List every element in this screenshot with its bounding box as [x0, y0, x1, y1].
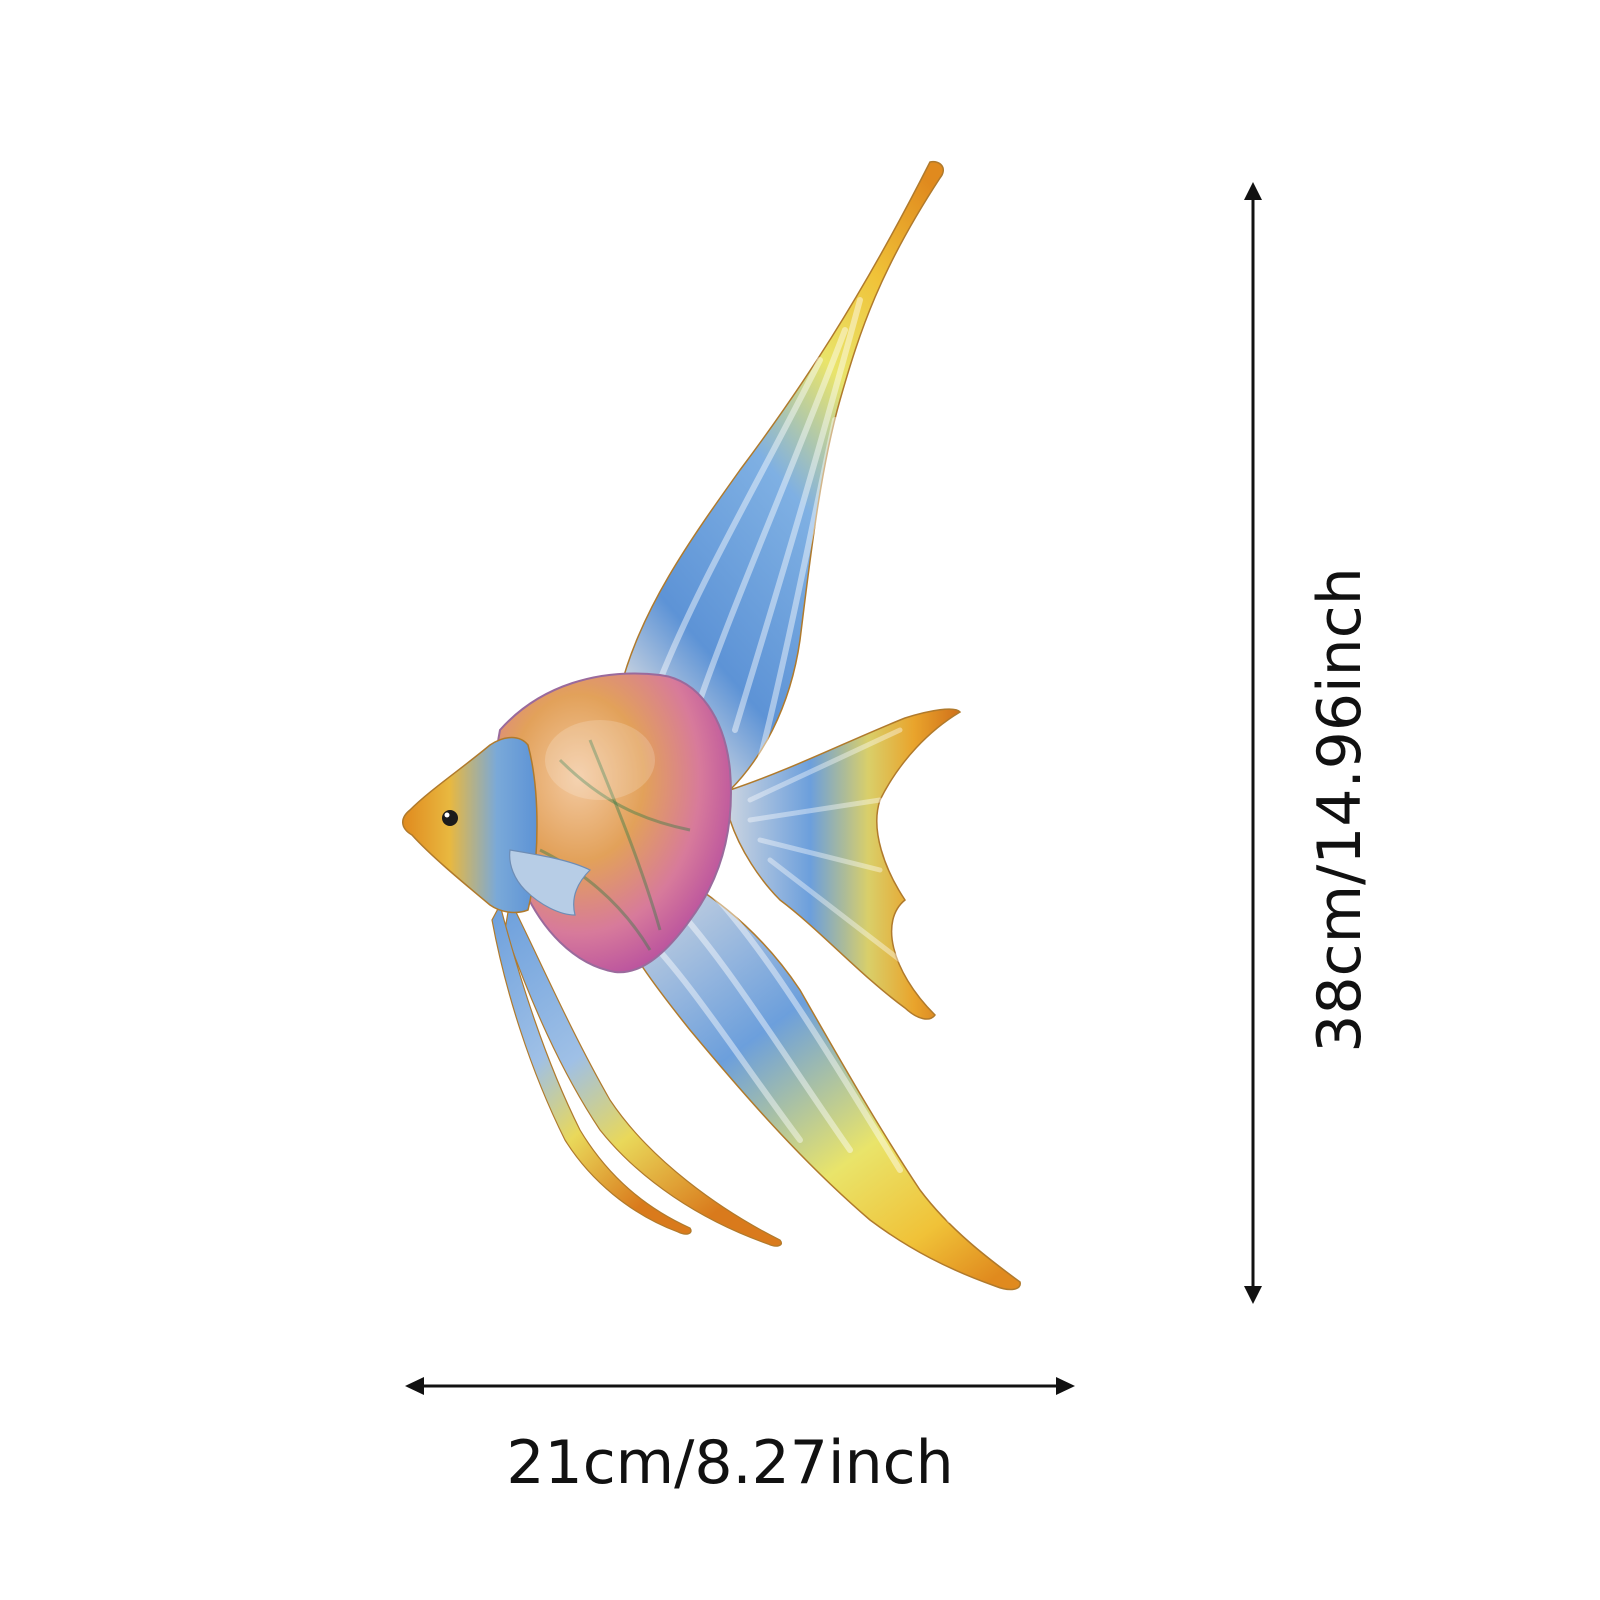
- height-dimension-label-container: 38cm/14.96inch: [1305, 440, 1375, 1180]
- dorsal-fin: [619, 160, 944, 792]
- pectoral-fin: [509, 849, 592, 916]
- tail-fin: [729, 708, 962, 1020]
- anal-fin: [609, 859, 1021, 1291]
- width-dimension-label: 21cm/8.27inch: [506, 1428, 954, 1498]
- height-dimension-label: 38cm/14.96inch: [1305, 567, 1375, 1053]
- pelvic-fin-long: [504, 898, 782, 1247]
- pelvic-fin-short: [491, 903, 692, 1235]
